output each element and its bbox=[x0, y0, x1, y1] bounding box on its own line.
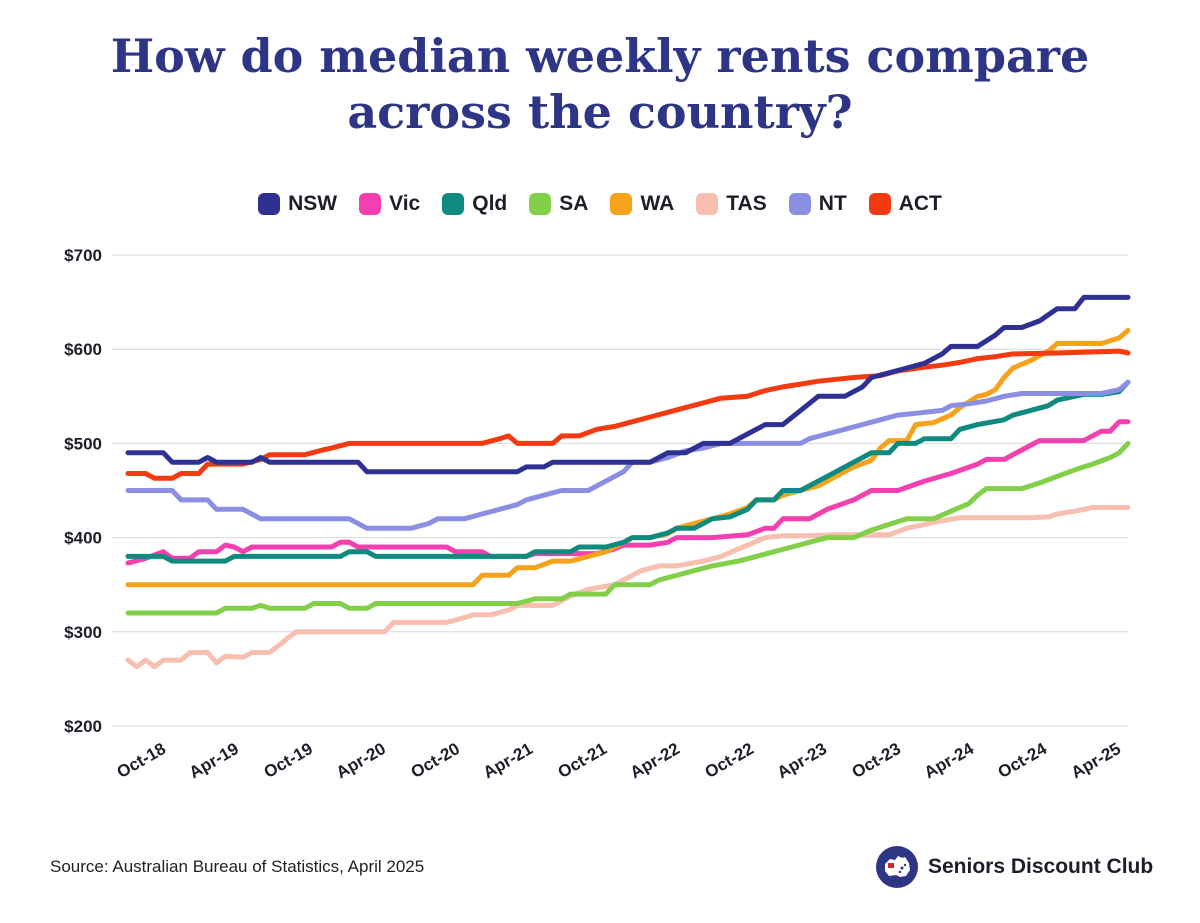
australia-map-logo-icon bbox=[876, 846, 918, 888]
x-tick-label: Apr-19 bbox=[186, 739, 242, 782]
legend-swatch bbox=[258, 193, 281, 215]
title-line-1: How do median weekly rents compare bbox=[110, 29, 1090, 83]
brand: Seniors Discount Club bbox=[876, 846, 1153, 888]
series-line-vic bbox=[125, 419, 1131, 566]
legend-label: ACT bbox=[898, 192, 942, 215]
legend: NSW Vic Qld SA WA TAS NT ACT bbox=[0, 192, 1200, 216]
legend-item-tas: TAS bbox=[696, 192, 767, 216]
legend-swatch bbox=[788, 193, 811, 215]
x-tick-label: Apr-22 bbox=[627, 739, 683, 782]
brand-name: Seniors Discount Club bbox=[928, 855, 1154, 878]
y-tick-label: $200 bbox=[64, 717, 102, 736]
x-tick-label: Apr-21 bbox=[480, 739, 536, 782]
legend-label: NSW bbox=[288, 192, 338, 215]
legend-item-vic: Vic bbox=[359, 192, 420, 216]
x-tick-label: Oct-18 bbox=[114, 739, 169, 782]
series-line-qld bbox=[125, 379, 1131, 564]
legend-item-qld: Qld bbox=[442, 192, 507, 216]
series-line-sa bbox=[125, 440, 1131, 616]
legend-label: NT bbox=[818, 192, 847, 215]
legend-swatch bbox=[696, 193, 719, 215]
x-tick-label: Oct-22 bbox=[702, 739, 757, 782]
series-line-nsw bbox=[125, 294, 1131, 475]
legend-label: Vic bbox=[389, 192, 421, 215]
legend-swatch bbox=[359, 193, 382, 215]
source-note: Source: Australian Bureau of Statistics,… bbox=[50, 857, 425, 876]
legend-swatch bbox=[868, 193, 891, 215]
legend-label: Qld bbox=[472, 192, 508, 215]
y-tick-label: $600 bbox=[64, 340, 102, 359]
x-tick-label: Oct-24 bbox=[995, 739, 1051, 782]
legend-label: TAS bbox=[726, 192, 767, 215]
x-tick-label: Oct-23 bbox=[849, 739, 904, 782]
y-tick-label: $400 bbox=[64, 529, 102, 548]
legend-item-sa: SA bbox=[529, 192, 588, 216]
legend-item-act: ACT bbox=[868, 192, 942, 216]
legend-item-nsw: NSW bbox=[258, 192, 337, 216]
x-tick-label: Apr-23 bbox=[774, 739, 830, 782]
legend-label: SA bbox=[559, 192, 589, 215]
legend-item-wa: WA bbox=[610, 192, 674, 216]
title-line-2: across the country? bbox=[347, 85, 853, 139]
legend-swatch bbox=[529, 193, 552, 215]
x-tick-label: Oct-20 bbox=[408, 739, 463, 782]
chart-title: How do median weekly rents compare acros… bbox=[0, 28, 1200, 140]
legend-item-nt: NT bbox=[788, 192, 847, 216]
series-line-tas bbox=[125, 505, 1131, 670]
legend-label: WA bbox=[640, 192, 675, 215]
series-line-act bbox=[125, 348, 1131, 481]
x-tick-label: Apr-24 bbox=[921, 739, 978, 783]
x-tick-label: Apr-25 bbox=[1068, 739, 1124, 782]
y-tick-label: $700 bbox=[64, 246, 102, 265]
x-tick-label: Apr-20 bbox=[333, 739, 389, 782]
legend-swatch bbox=[610, 193, 633, 215]
legend-swatch bbox=[442, 193, 465, 215]
y-tick-label: $500 bbox=[64, 434, 102, 453]
x-tick-label: Oct-21 bbox=[555, 739, 610, 782]
x-tick-label: Oct-19 bbox=[261, 739, 316, 782]
y-tick-label: $300 bbox=[64, 623, 102, 642]
